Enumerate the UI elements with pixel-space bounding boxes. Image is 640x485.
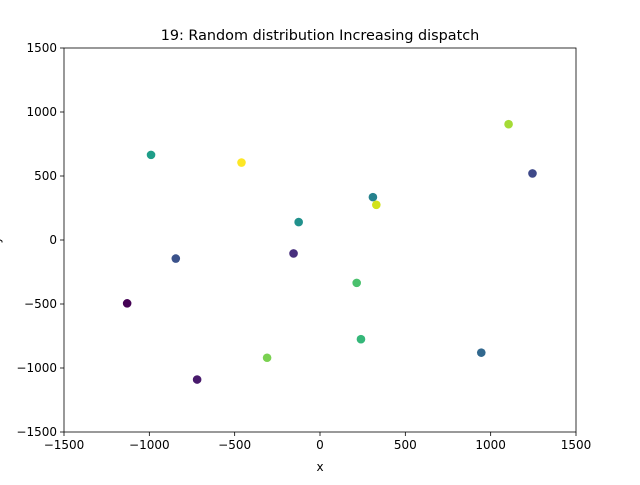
data-point [237, 158, 246, 167]
plot-area [122, 119, 537, 384]
data-point [171, 254, 181, 263]
data-point [262, 353, 272, 363]
y-tick-label: −1000 [16, 361, 57, 375]
data-point [294, 217, 303, 227]
data-point [122, 299, 132, 308]
y-axis-label: y [0, 236, 3, 243]
data-point [352, 278, 361, 288]
data-point [289, 249, 298, 258]
data-point [372, 200, 381, 210]
y-tick-label: −1500 [16, 425, 57, 439]
x-tick-label: 500 [394, 438, 417, 452]
y-tick-label: 500 [34, 169, 57, 183]
plot-frame [63, 47, 577, 433]
x-axis: −1500 −1000 −500 0 500 1000 1500 [44, 432, 592, 452]
y-axis: −1500 −1000 −500 0 500 1000 1500 [16, 41, 64, 439]
data-point [356, 334, 366, 344]
y-tick-label: 0 [49, 233, 57, 247]
x-tick-label: 0 [316, 438, 324, 452]
x-tick-label: −1000 [129, 438, 170, 452]
data-point [528, 169, 537, 178]
x-tick-label: −500 [218, 438, 251, 452]
data-point [368, 192, 378, 202]
chart-title: 19: Random distribution Increasing dispa… [161, 28, 480, 44]
data-point [146, 150, 156, 160]
data-point [504, 119, 513, 129]
x-axis-label: x [316, 460, 323, 474]
y-tick-label: −500 [24, 297, 57, 311]
x-tick-label: 1000 [475, 438, 506, 452]
x-tick-label: −1500 [44, 438, 85, 452]
x-tick-label: 1500 [561, 438, 592, 452]
y-tick-label: 1500 [26, 41, 57, 55]
data-point [192, 375, 202, 384]
y-tick-label: 1000 [26, 105, 57, 119]
data-point [476, 348, 486, 357]
